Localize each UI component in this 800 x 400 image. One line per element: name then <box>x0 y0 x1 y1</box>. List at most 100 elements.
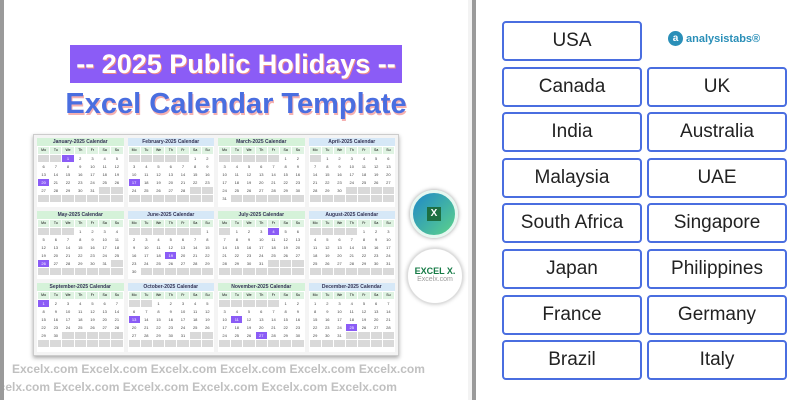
empty-day <box>86 195 99 202</box>
calendar-day: 11 <box>78 309 83 315</box>
calendar-day: 3 <box>338 301 341 307</box>
country-button-uk[interactable]: UK <box>647 66 787 107</box>
country-button-singapore[interactable]: Singapore <box>647 203 787 244</box>
country-button-italy[interactable]: Italy <box>647 340 787 381</box>
calendar-day: 27 <box>295 252 301 258</box>
calendar-day: 23 <box>246 252 252 258</box>
weekday-header: Th <box>346 147 358 154</box>
calendar-day: 8 <box>235 236 238 242</box>
calendar-day: 19 <box>325 252 330 258</box>
month-calendar: July-2025 Calendar Mo Tu We Th Fr Sa Su 1 2 3 4 5 6 7 8… <box>218 210 305 280</box>
country-button-uae[interactable]: UAE <box>647 157 787 198</box>
calendar-day: 18 <box>102 172 107 177</box>
empty-day <box>189 195 201 202</box>
calendar-day: 15 <box>361 244 367 250</box>
calendar-day: 1 <box>194 156 197 161</box>
weekday-header: Tu <box>50 292 62 300</box>
calendar-day: 5 <box>247 309 251 315</box>
calendar-day: 21 <box>65 252 71 258</box>
empty-day <box>231 300 243 308</box>
calendar-day: 1 <box>79 228 82 234</box>
calendar-day: 4 <box>235 309 238 315</box>
calendar-day: 2 <box>206 156 209 161</box>
calendar-day: 10 <box>222 172 227 177</box>
calendar-day: 29 <box>283 333 288 339</box>
calendar-day: 3 <box>103 228 106 234</box>
country-button-germany[interactable]: Germany <box>647 294 787 335</box>
calendar-day: 30 <box>295 333 301 339</box>
country-button-philippines[interactable]: Philippines <box>647 249 787 289</box>
empty-day <box>309 227 321 235</box>
country-button-malaysia[interactable]: Malaysia <box>502 157 642 198</box>
calendar-day: 28 <box>271 188 276 193</box>
country-button-france[interactable]: France <box>502 294 642 335</box>
calendar-day: 2 <box>132 236 136 242</box>
month-grid: Mo Tu We Th Fr Sa Su 1 2 3 4 5 6 7 8 9 10 11 12 13 14 15 16 17 1… <box>37 291 124 348</box>
calendar-day: 21 <box>271 325 276 331</box>
calendar-day: 13 <box>102 309 107 315</box>
weekday-header: Tu <box>321 219 333 227</box>
empty-day <box>99 195 111 202</box>
empty-day <box>358 187 370 194</box>
calendar-day: 28 <box>65 260 71 266</box>
calendar-day: 4 <box>350 301 353 307</box>
empty-day <box>62 195 74 202</box>
country-button-usa[interactable]: USA <box>502 21 642 61</box>
month-calendar: December-2025 Calendar Mo Tu We Th Fr Sa Su 1 2 3 4… <box>308 283 395 352</box>
calendar-day: 4 <box>157 236 160 242</box>
weekday-header: Fr <box>267 219 280 227</box>
country-button-japan[interactable]: Japan <box>502 249 642 289</box>
calendar-day: 10 <box>90 164 95 169</box>
empty-day <box>74 340 86 348</box>
empty-day <box>382 195 394 202</box>
calendar-day: 30 <box>78 188 83 193</box>
calendar-day: 14 <box>271 317 276 323</box>
calendar-day: 7 <box>115 301 118 307</box>
holiday-day: 26 <box>38 259 50 267</box>
calendar-day: 7 <box>313 164 317 169</box>
country-button-india[interactable]: India <box>502 112 642 153</box>
empty-day <box>309 267 321 275</box>
empty-day <box>111 267 123 275</box>
calendar-day: 10 <box>131 172 137 177</box>
empty-day <box>201 267 213 275</box>
empty-day <box>177 267 189 275</box>
calendar-day: 29 <box>325 188 330 193</box>
weekday-header: Su <box>111 292 123 300</box>
weekday-header: Fr <box>177 292 189 300</box>
calendar-day: 3 <box>223 309 226 315</box>
country-button-brazil[interactable]: Brazil <box>502 340 642 381</box>
calendar-day: 24 <box>349 180 354 185</box>
calendar-day: 13 <box>41 172 46 177</box>
calendar-day: 20 <box>373 317 379 323</box>
calendar-day: 8 <box>313 309 317 315</box>
empty-day <box>267 259 280 267</box>
calendar-day: 8 <box>362 236 366 242</box>
empty-day <box>231 195 243 202</box>
empty-day <box>140 267 152 275</box>
weekday-header: Th <box>255 219 267 227</box>
calendar-day: 23 <box>205 180 210 185</box>
calendar-day: 27 <box>337 260 342 266</box>
country-button-canada[interactable]: Canada <box>502 66 642 107</box>
empty-day <box>346 195 358 202</box>
holiday-day: 27 <box>255 332 267 340</box>
calendar-day: 6 <box>42 164 45 169</box>
calendar-day: 26 <box>246 333 252 339</box>
weekday-header: Sa <box>370 292 382 300</box>
country-button-south-africa[interactable]: South Africa <box>502 203 642 244</box>
country-button-australia[interactable]: Australia <box>647 112 787 153</box>
calendar-day: 23 <box>325 325 330 331</box>
calendar-day: 28 <box>144 333 149 339</box>
holiday-day: 1 <box>38 300 50 308</box>
calendar-day: 5 <box>247 164 251 169</box>
calendar-day: 28 <box>349 260 354 266</box>
month-grid: Mo Tu We Th Fr Sa Su 1 2 3 4 5 6 7 8 9 10 11 12 13 14 15 16 17 1… <box>128 146 215 203</box>
calendar-day: 16 <box>205 172 210 177</box>
month-title: July-2025 Calendar <box>218 210 305 219</box>
calendar-day: 7 <box>145 309 148 315</box>
calendar-day: 22 <box>78 252 83 258</box>
calendar-day: 22 <box>283 325 288 331</box>
weekday-header: Tu <box>140 147 152 154</box>
empty-day <box>219 340 231 348</box>
